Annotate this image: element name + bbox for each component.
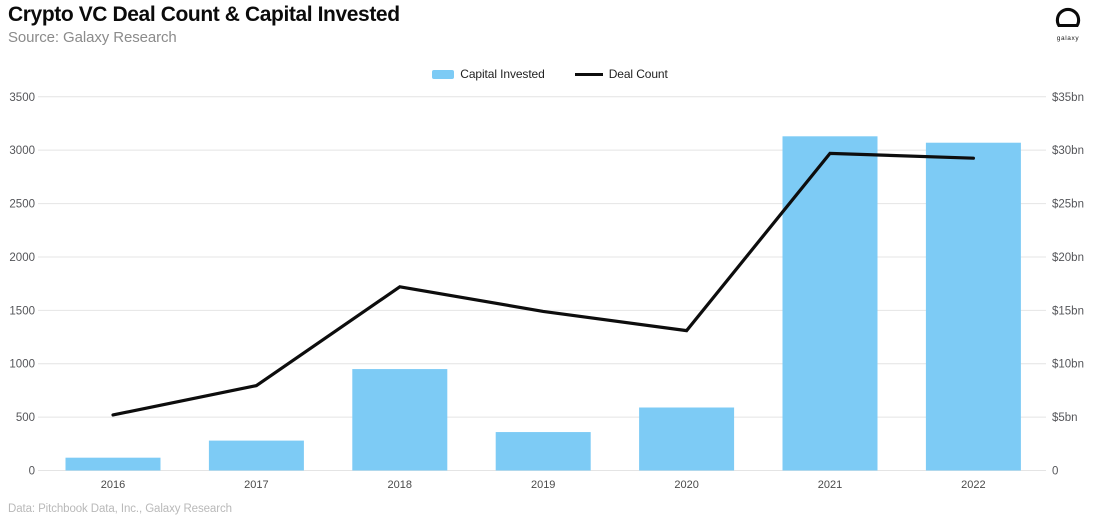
data-credit: Data: Pitchbook Data, Inc., Galaxy Resea… [8, 503, 232, 515]
legend-label-deal-count: Deal Count [608, 67, 668, 81]
bar-2021 [782, 136, 878, 471]
bar-2022 [925, 142, 1021, 471]
right-axis-tick-label: $35bn [1052, 92, 1084, 104]
right-axis-tick-label: $30bn [1052, 145, 1084, 157]
right-axis-tick-label: $15bn [1052, 305, 1084, 317]
left-axis-tick-label: 3500 [9, 92, 35, 104]
chart-legend: Capital Invested Deal Count [0, 66, 1100, 82]
galaxy-logo-label: galaxy [1056, 35, 1080, 42]
page-title: Crypto VC Deal Count & Capital Invested [8, 3, 400, 26]
left-axis-tick-label: 3000 [9, 145, 35, 157]
galaxy-logo-icon [1055, 7, 1081, 28]
right-axis-tick-label: $5bn [1052, 412, 1078, 424]
left-axis-tick-label: 2500 [9, 199, 35, 211]
x-axis-label-2020: 2020 [674, 479, 698, 491]
bar-2016 [65, 457, 161, 471]
x-axis-label-2022: 2022 [961, 479, 985, 491]
x-axis-label-2019: 2019 [531, 479, 555, 491]
deal-count-line [111, 151, 976, 417]
source-subtitle: Source: Galaxy Research [8, 29, 177, 46]
galaxy-logo: galaxy [1046, 6, 1090, 42]
right-axis-tick-label: $10bn [1052, 359, 1084, 371]
deal-count-line-swatch-icon [574, 72, 603, 76]
right-axis-tick-label: $25bn [1052, 199, 1084, 211]
legend-item-capital-invested: Capital Invested [432, 67, 545, 81]
left-axis-tick-label: 2000 [9, 252, 35, 264]
bar-2018 [352, 369, 448, 471]
right-axis-tick-label: 0 [1052, 466, 1058, 478]
bar-2020 [639, 407, 735, 471]
bar-2019 [495, 432, 591, 471]
left-axis-tick-label: 500 [16, 412, 35, 424]
bar-2017 [208, 440, 304, 471]
x-axis-label-2016: 2016 [101, 479, 125, 491]
left-axis-tick-label: 1000 [9, 359, 35, 371]
chart-header: Crypto VC Deal Count & Capital Invested … [8, 2, 400, 47]
right-axis-tick-label: $20bn [1052, 252, 1084, 264]
left-axis-tick-label: 0 [29, 466, 35, 478]
capital-invested-swatch-icon [432, 69, 455, 79]
left-axis-tick-label: 1500 [9, 305, 35, 317]
x-axis-label-2018: 2018 [388, 479, 412, 491]
x-axis-label-2021: 2021 [818, 479, 842, 491]
legend-item-deal-count: Deal Count [574, 67, 668, 81]
x-axis-label-2017: 2017 [244, 479, 268, 491]
legend-label-capital-invested: Capital Invested [460, 67, 545, 81]
